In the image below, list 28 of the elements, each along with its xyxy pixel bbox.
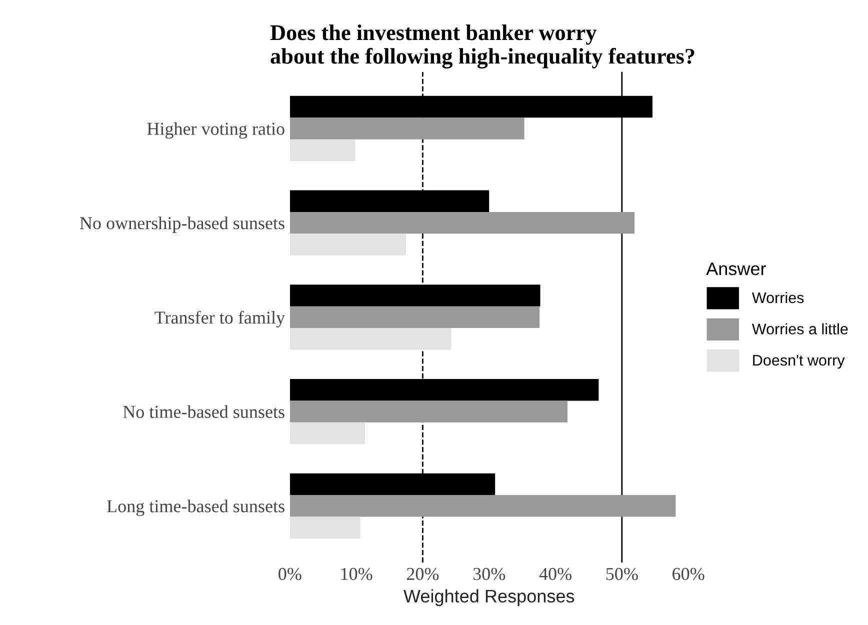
bar (290, 516, 360, 538)
x-axis-title: Weighted Responses (404, 589, 574, 606)
y-tick-label: Transfer to family (154, 310, 285, 328)
bar (290, 118, 524, 140)
bar (290, 139, 355, 162)
x-tick-label: 50% (606, 568, 638, 580)
legend-label: Doesn't worry (753, 355, 845, 369)
y-tick-label: Higher voting ratio (147, 122, 284, 139)
bar (290, 495, 676, 517)
x-tick-label: 60% (672, 568, 704, 580)
x-tick-label: 0% (278, 568, 302, 580)
chart-title: Does the investment banker worry about the following high-inequality features? (270, 24, 694, 68)
y-tick-label: No ownership-based sunsets (80, 216, 284, 233)
x-tick-label: 20% (406, 568, 439, 580)
legend-label: Worries a little (752, 323, 848, 334)
x-tick-label: 30% (473, 568, 506, 580)
bar (290, 400, 568, 422)
bar (290, 234, 406, 256)
x-tick-label: 40% (539, 568, 572, 580)
y-tick-label: Long time-based sunsets (107, 500, 284, 516)
y-tick-label: No time-based sunsets (123, 405, 284, 418)
legend-title: Answer (706, 262, 766, 276)
bar (290, 306, 540, 328)
bar (290, 422, 365, 444)
bar (290, 328, 452, 350)
bar (290, 212, 635, 234)
legend-label: Worries (752, 292, 804, 304)
x-tick-label: 10% (341, 568, 372, 580)
